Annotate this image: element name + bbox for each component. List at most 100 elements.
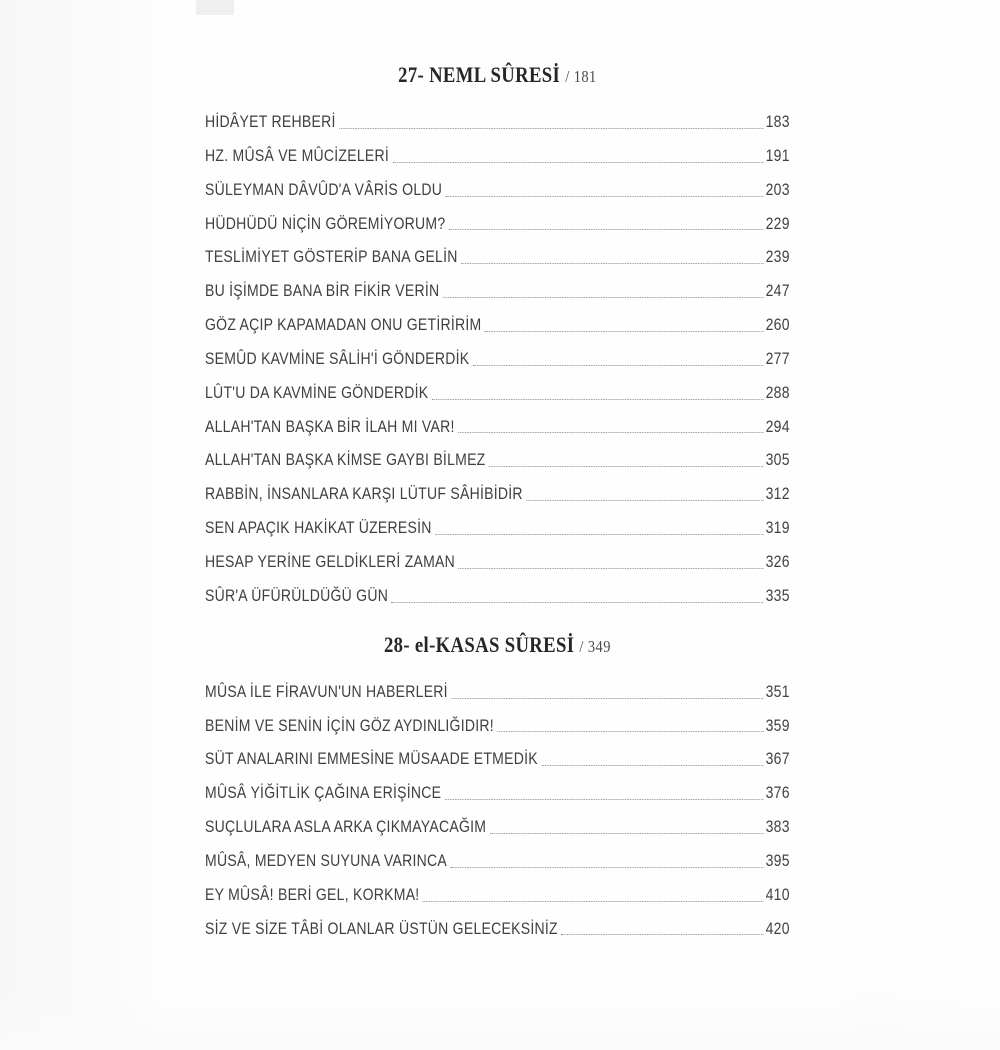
toc-dotted-leader xyxy=(497,731,764,733)
toc-dotted-leader xyxy=(461,263,764,265)
toc-dotted-leader xyxy=(392,161,764,163)
toc-entry-page: 239 xyxy=(765,248,790,267)
toc-entry-title: BENİM VE SENİN İÇİN GÖZ AYDINLIĞIDIR! xyxy=(205,716,494,735)
toc-entry-page: 351 xyxy=(765,682,790,701)
section-heading-page: / 181 xyxy=(565,67,597,86)
toc-entry: GÖZ AÇIP KAPAMADAN ONU GETİRİRİM 260 xyxy=(205,309,790,343)
toc-entry: BU İŞİMDE BANA BİR FİKİR VERİN 247 xyxy=(205,275,790,309)
toc-entry: LÛT'U DA KAVMİNE GÖNDERDİK 288 xyxy=(205,377,790,411)
toc-dotted-leader xyxy=(422,900,764,902)
toc-entry: EY MÛSÂ! BERİ GEL, KORKMA! 410 xyxy=(205,879,790,913)
toc-entry-title: HÜDHÜDÜ NİÇİN GÖREMİYORUM? xyxy=(205,214,446,233)
section-heading: 28- el-KASAS SÛRESİ/ 349 xyxy=(205,630,790,662)
toc-entry-page: 260 xyxy=(765,316,790,335)
toc-entry-title: BU İŞİMDE BANA BİR FİKİR VERİN xyxy=(205,282,440,301)
toc-section-1: 27- NEML SÛRESİ/ 181 HİDÂYET REHBERİ 183 HZ… xyxy=(205,60,790,614)
toc-dotted-leader xyxy=(450,866,764,868)
toc-entry-page: 383 xyxy=(765,818,790,837)
toc-entry-title: SÛR'A ÜFÜRÜLDÜĞÜ GÜN xyxy=(205,586,389,605)
toc-entry: MÛSÂ YİĞİTLİK ÇAĞINA ERİŞİNCE 376 xyxy=(205,777,790,811)
toc-entry: TESLİMİYET GÖSTERİP BANA GELİN 239 xyxy=(205,241,790,275)
toc-entry-page: 312 xyxy=(765,485,790,504)
toc-entry-page: 359 xyxy=(765,716,790,735)
toc-entry-page: 183 xyxy=(765,113,790,131)
toc-dotted-leader xyxy=(435,533,764,535)
toc-entry-page: 319 xyxy=(765,519,790,538)
toc-entry: HİDÂYET REHBERİ 183 xyxy=(205,106,790,140)
toc-entry: HZ. MÛSÂ VE MÛCİZELERİ 191 xyxy=(205,140,790,174)
toc-dotted-leader xyxy=(489,832,764,834)
toc-dotted-leader xyxy=(448,229,764,231)
toc-entry-title: SEMÛD KAVMİNE SÂLİH'İ GÖNDERDİK xyxy=(205,349,470,368)
toc-entry-title: MÛSÂ YİĞİTLİK ÇAĞINA ERİŞİNCE xyxy=(205,784,442,803)
toc-entry-title: RABBİN, İNSANLARA KARŞI LÜTUF SÂHİBİDİR xyxy=(205,485,523,504)
toc-dotted-leader xyxy=(458,432,764,434)
toc-dotted-leader xyxy=(561,934,764,936)
section-heading-title: 28- el-KASAS SÛRESİ xyxy=(383,631,575,657)
toc-entry-page: 367 xyxy=(765,750,790,769)
toc-entry-title: SEN APAÇIK HAKİKAT ÜZERESİN xyxy=(205,519,432,538)
toc-entry-page: 203 xyxy=(765,180,790,199)
toc-entry: SEN APAÇIK HAKİKAT ÜZERESİN 319 xyxy=(205,512,790,546)
toc-dotted-leader xyxy=(444,799,764,801)
toc-entry-title: GÖZ AÇIP KAPAMADAN ONU GETİRİRİM xyxy=(205,316,482,335)
toc-entry-title: HZ. MÛSÂ VE MÛCİZELERİ xyxy=(205,146,390,165)
section-heading-page: / 349 xyxy=(579,636,611,656)
toc-dotted-leader xyxy=(339,127,764,129)
toc-dotted-leader xyxy=(488,466,764,468)
toc-entry: SUÇLULARA ASLA ARKA ÇIKMAYACAĞIM 383 xyxy=(205,811,790,845)
toc-entry: BENİM VE SENİN İÇİN GÖZ AYDINLIĞIDIR! 359 xyxy=(205,710,790,744)
toc-entry-page: 395 xyxy=(765,851,790,870)
toc-entry-title: SÜT ANALARINI EMMESİNE MÜSAADE ETMEDİK xyxy=(205,750,538,769)
toc-entry: SÜLEYMAN DÂVÛD'A VÂRİS OLDU 203 xyxy=(205,174,790,208)
section-heading-title: 27- NEML SÛRESİ xyxy=(398,62,561,87)
toc-dotted-leader xyxy=(458,567,764,569)
toc-dotted-leader xyxy=(526,500,764,502)
toc-entry-page: 277 xyxy=(765,349,790,368)
toc-entry-title: HİDÂYET REHBERİ xyxy=(205,113,336,131)
toc-entry-title: HESAP YERİNE GELDİKLERİ ZAMAN xyxy=(205,552,456,571)
toc-entry-page: 335 xyxy=(765,586,790,605)
toc-dotted-leader xyxy=(442,297,764,299)
toc-dotted-leader xyxy=(541,765,764,767)
toc-dotted-leader xyxy=(445,195,764,197)
toc-entry: HESAP YERİNE GELDİKLERİ ZAMAN 326 xyxy=(205,546,790,580)
section-heading: 27- NEML SÛRESİ/ 181 xyxy=(205,60,790,92)
toc-entry-title: MÛSA İLE FİRAVUN'UN HABERLERİ xyxy=(205,682,448,701)
toc-entry-page: 288 xyxy=(765,383,790,402)
toc-entry-title: SİZ VE SİZE TÂBİ OLANLAR ÜSTÜN GELECEKSİ… xyxy=(205,919,558,938)
toc-dotted-leader xyxy=(391,601,764,603)
toc-dotted-leader xyxy=(484,330,764,332)
toc-entry: ALLAH'TAN BAŞKA BİR İLAH MI VAR! 294 xyxy=(205,411,790,445)
toc-entry: HÜDHÜDÜ NİÇİN GÖREMİYORUM? 229 xyxy=(205,208,790,242)
page-bottom-shadow xyxy=(0,990,1000,1050)
toc-entry-page: 326 xyxy=(765,552,790,571)
toc-entry-title: ALLAH'TAN BAŞKA BİR İLAH MI VAR! xyxy=(205,417,455,436)
toc-entry-page: 305 xyxy=(765,451,790,470)
scan-smudge xyxy=(196,0,234,15)
toc-entry-page: 191 xyxy=(765,146,790,165)
toc-dotted-leader xyxy=(451,697,764,699)
toc-dotted-leader xyxy=(431,398,764,400)
toc-entry-page: 294 xyxy=(765,417,790,436)
toc-entry-title: SUÇLULARA ASLA ARKA ÇIKMAYACAĞIM xyxy=(205,818,487,837)
toc-entry: SİZ VE SİZE TÂBİ OLANLAR ÜSTÜN GELECEKSİ… xyxy=(205,913,790,947)
toc-entry: SÜT ANALARINI EMMESİNE MÜSAADE ETMEDİK 36… xyxy=(205,743,790,777)
toc-entry-title: MÛSÂ, MEDYEN SUYUNA VARINCA xyxy=(205,851,447,870)
toc-entry: MÛSA İLE FİRAVUN'UN HABERLERİ 351 xyxy=(205,676,790,710)
toc-entry-page: 376 xyxy=(765,784,790,803)
toc-entry-title: EY MÛSÂ! BERİ GEL, KORKMA! xyxy=(205,885,420,904)
toc-entry-page: 420 xyxy=(765,919,790,938)
toc-entry-title: TESLİMİYET GÖSTERİP BANA GELİN xyxy=(205,248,458,267)
toc-entry: SÛR'A ÜFÜRÜLDÜĞÜ GÜN 335 xyxy=(205,580,790,614)
table-of-contents: 27- NEML SÛRESİ/ 181 HİDÂYET REHBERİ 183 HZ… xyxy=(205,60,790,946)
toc-entry: MÛSÂ, MEDYEN SUYUNA VARINCA 395 xyxy=(205,845,790,879)
toc-entry: RABBİN, İNSANLARA KARŞI LÜTUF SÂHİBİDİR 3… xyxy=(205,478,790,512)
toc-entry-title: SÜLEYMAN DÂVÛD'A VÂRİS OLDU xyxy=(205,180,443,199)
toc-entry: SEMÛD KAVMİNE SÂLİH'İ GÖNDERDİK 277 xyxy=(205,343,790,377)
toc-entry-page: 410 xyxy=(765,885,790,904)
toc-entry-title: ALLAH'TAN BAŞKA KİMSE GAYBI BİLMEZ xyxy=(205,451,486,470)
toc-entry: ALLAH'TAN BAŞKA KİMSE GAYBI BİLMEZ 305 xyxy=(205,444,790,478)
toc-entry-page: 229 xyxy=(765,214,790,233)
